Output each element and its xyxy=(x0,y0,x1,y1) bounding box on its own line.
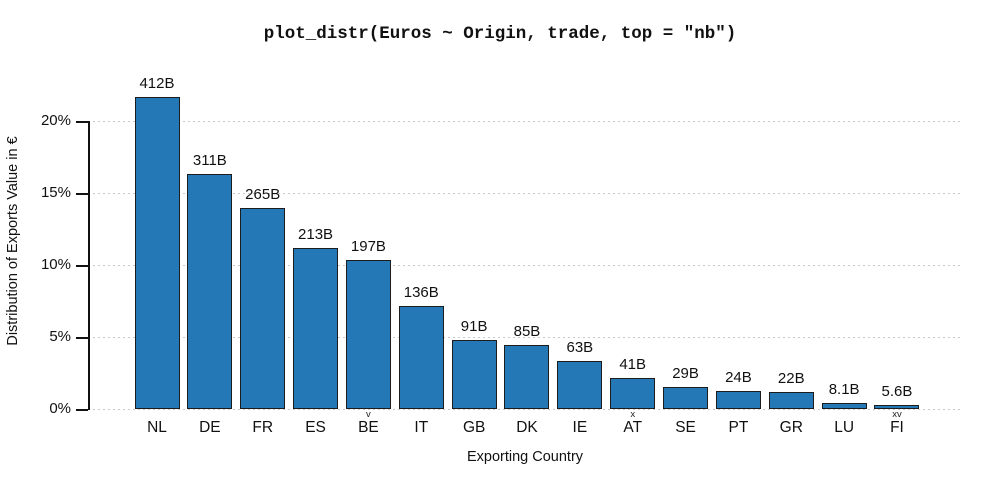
y-gridline xyxy=(88,265,962,266)
x-tick-label: DE xyxy=(199,419,221,436)
x-tick-label: ES xyxy=(305,419,326,436)
bar xyxy=(134,97,180,409)
y-gridline xyxy=(88,409,962,410)
rank-mark: xv xyxy=(892,409,902,420)
bar-value-label: 63B xyxy=(566,339,594,357)
y-tick xyxy=(76,337,88,339)
y-tick-label: 10% xyxy=(40,256,71,273)
x-tick-label: NL xyxy=(147,419,167,436)
x-tick-label: GR xyxy=(779,419,803,436)
bar xyxy=(293,247,339,409)
x-tick-label: PT xyxy=(728,419,749,436)
y-tick-label: 20% xyxy=(40,112,71,129)
y-tick-label: 15% xyxy=(40,184,71,201)
bar xyxy=(768,392,814,409)
x-axis-title: Exporting Country xyxy=(466,449,584,465)
y-tick-label: 5% xyxy=(49,328,71,345)
y-axis-line xyxy=(88,121,90,410)
bar-value-label: 41B xyxy=(619,356,647,374)
rank-mark: x xyxy=(630,409,636,420)
bar-value-label: 265B xyxy=(245,186,281,204)
bar xyxy=(345,259,391,409)
x-tick-label: FR xyxy=(252,419,274,436)
x-tick-label: BE xyxy=(358,419,379,436)
bar xyxy=(874,404,920,409)
y-gridline xyxy=(88,193,962,194)
bar-value-label: 8.1B xyxy=(828,380,860,398)
bar xyxy=(504,344,550,409)
bar xyxy=(610,378,656,409)
bar xyxy=(663,387,709,409)
bar xyxy=(557,361,603,409)
chart-title: plot_distr(Euros ~ Origin, trade, top = … xyxy=(263,24,737,44)
x-tick-label: IE xyxy=(572,419,588,436)
bar xyxy=(240,208,286,409)
bar xyxy=(451,340,497,409)
y-gridline xyxy=(88,121,962,122)
bar xyxy=(715,390,761,409)
x-tick-label: AT xyxy=(623,419,643,436)
bar-value-label: 85B xyxy=(513,322,541,340)
y-tick xyxy=(76,409,88,411)
bar-value-label: 5.6B xyxy=(881,382,913,400)
x-tick-label: DK xyxy=(516,419,538,436)
bar-value-label: 311B xyxy=(192,151,227,169)
bar xyxy=(187,173,233,409)
bar-value-label: 412B xyxy=(139,75,175,93)
bar-value-label: 29B xyxy=(672,365,699,383)
bar-value-label: 24B xyxy=(725,368,752,386)
y-tick-label: 0% xyxy=(49,400,71,417)
x-tick-label: GB xyxy=(462,419,486,436)
y-tick xyxy=(76,265,88,267)
bar xyxy=(821,402,867,409)
x-tick-label: FI xyxy=(890,419,904,436)
x-tick-label: LU xyxy=(834,419,855,436)
rank-mark: v xyxy=(366,409,371,420)
bar-value-label: 197B xyxy=(350,237,386,255)
y-tick xyxy=(76,193,88,195)
bar xyxy=(398,306,444,409)
x-tick-label: IT xyxy=(414,419,429,436)
bar-value-label: 136B xyxy=(403,284,439,302)
y-tick xyxy=(76,121,88,123)
bar-value-label: 22B xyxy=(777,370,805,388)
y-gridline xyxy=(88,337,962,338)
x-tick-label: SE xyxy=(675,419,696,436)
bar-value-label: 213B xyxy=(298,225,334,243)
bar-value-label: 91B xyxy=(460,318,488,336)
